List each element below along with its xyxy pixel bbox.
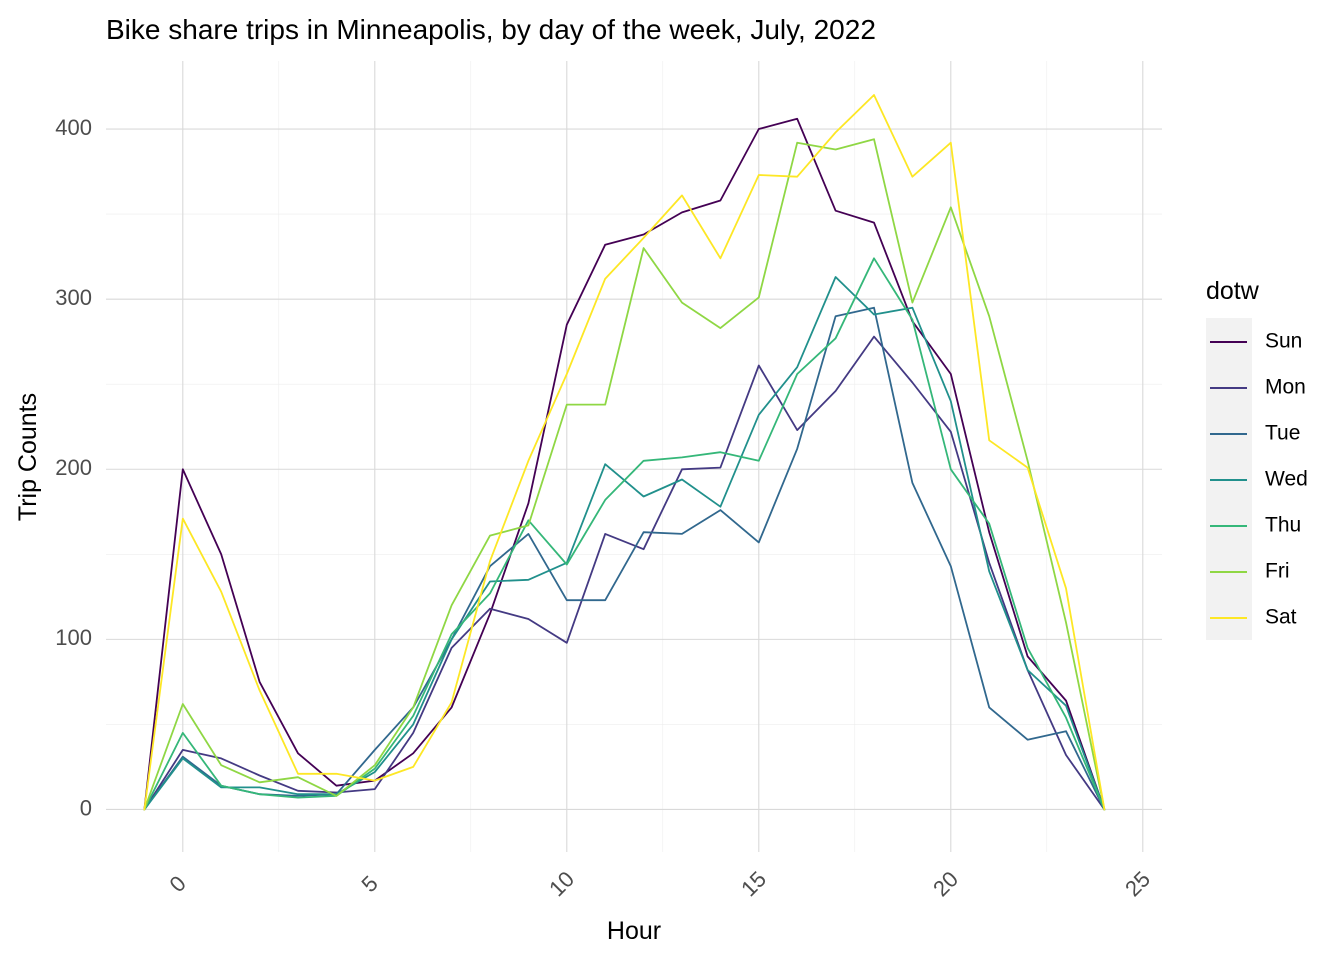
y-axis-title: Trip Counts: [14, 393, 42, 521]
legend-label-wed: Wed: [1265, 468, 1308, 491]
y-tick-label: 0: [80, 795, 92, 820]
y-tick-label: 100: [55, 625, 92, 650]
legend-items: Sun Mon Tue Wed Thu Fri Sat: [1210, 330, 1308, 629]
legend: dotw Sun Mon Tue Wed Thu Fri Sat: [1206, 277, 1308, 640]
series-line-fri: [143, 138, 1106, 811]
series-line-mon: [143, 335, 1106, 811]
legend-label-fri: Fri: [1265, 560, 1290, 583]
legend-title: dotw: [1206, 277, 1260, 305]
series-line-sat: [143, 94, 1106, 811]
chart-title: Bike share trips in Minneapolis, by day …: [106, 14, 876, 45]
y-tick-labels: 0 100 200 300 400: [55, 115, 92, 820]
series-lines: [143, 94, 1106, 811]
y-tick-label: 200: [55, 455, 92, 480]
legend-label-sat: Sat: [1265, 606, 1297, 629]
legend-label-sun: Sun: [1265, 330, 1302, 353]
series-line-thu: [143, 257, 1106, 811]
series-line-sun: [143, 117, 1106, 811]
legend-label-mon: Mon: [1265, 376, 1306, 399]
legend-label-tue: Tue: [1265, 422, 1300, 445]
series-line-tue: [143, 306, 1106, 811]
y-tick-label: 300: [55, 285, 92, 310]
legend-label-thu: Thu: [1265, 514, 1301, 537]
gridlines: [106, 61, 1162, 852]
x-axis-title: Hour: [607, 917, 661, 945]
y-tick-label: 400: [55, 115, 92, 140]
